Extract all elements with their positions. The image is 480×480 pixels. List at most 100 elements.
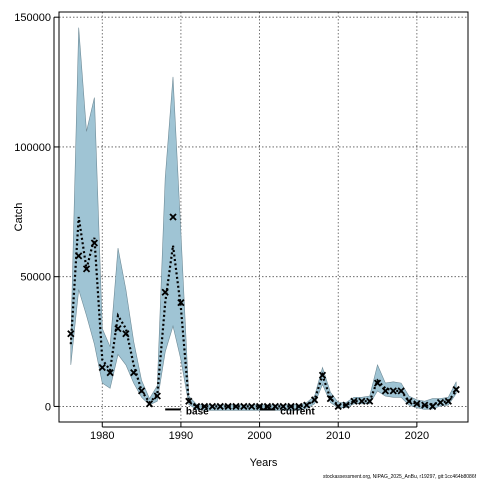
x-tick-label: 2020 — [405, 430, 429, 442]
observed-point-stroke — [90, 239, 99, 247]
observed-point-stroke — [177, 298, 185, 307]
observed-point-stroke — [389, 387, 397, 395]
observed-point — [287, 402, 295, 411]
x-tick-label: 1990 — [169, 430, 193, 442]
observed-point — [177, 298, 185, 307]
observed-point — [137, 387, 146, 395]
uncertainty-band — [70, 27, 457, 411]
observed-point — [208, 402, 217, 411]
observed-point — [232, 402, 240, 411]
y-tick-label: 50000 — [20, 272, 51, 284]
observed-point — [106, 369, 114, 377]
observed-point-stroke — [224, 402, 232, 411]
observed-point — [145, 400, 154, 408]
observed-point — [224, 402, 232, 411]
observed-markers — [67, 213, 460, 411]
x-tick-label: 1980 — [90, 430, 114, 442]
observed-point-stroke — [358, 397, 366, 405]
observed-point — [397, 387, 405, 395]
observed-point — [358, 397, 366, 405]
observed-point-stroke — [232, 402, 240, 411]
observed-point — [428, 402, 437, 411]
observed-point-stroke — [303, 401, 311, 409]
x-axis: 1980 1990 2000 2010 2020 — [90, 422, 429, 442]
x-tick-label: 2010 — [326, 430, 350, 442]
observed-point-stroke — [153, 392, 161, 400]
observed-point-stroke — [185, 397, 193, 405]
observed-point-stroke — [255, 402, 264, 411]
observed-point — [279, 402, 287, 411]
observed-point — [200, 402, 209, 411]
observed-point-stroke — [413, 400, 421, 408]
observed-point — [169, 213, 177, 221]
observed-point — [98, 363, 106, 372]
observed-point-stroke — [193, 402, 201, 411]
observed-point-stroke — [342, 401, 350, 409]
observed-point-stroke — [169, 213, 177, 221]
observed-point-stroke — [295, 402, 303, 411]
observed-point-stroke — [452, 385, 460, 394]
observed-point-stroke — [279, 402, 287, 411]
observed-point — [342, 401, 350, 409]
observed-point-stroke — [137, 387, 146, 395]
observed-point-stroke — [208, 402, 217, 411]
observed-point — [130, 369, 138, 377]
observed-point — [413, 400, 421, 408]
observed-point-stroke — [350, 397, 358, 405]
observed-point — [248, 402, 256, 411]
observed-point — [114, 324, 122, 333]
observed-point-stroke — [444, 397, 452, 405]
observed-point-stroke — [428, 402, 437, 411]
observed-point-stroke — [318, 371, 327, 379]
observed-point-stroke — [122, 330, 130, 338]
observed-point-stroke — [200, 402, 209, 411]
observed-point-stroke — [334, 402, 342, 411]
observed-point-stroke — [98, 363, 106, 372]
observed-point-stroke — [240, 402, 248, 411]
observed-point — [295, 402, 303, 411]
observed-point-stroke — [67, 330, 75, 338]
observed-point — [122, 330, 130, 338]
observed-point — [334, 402, 342, 411]
observed-point-stroke — [405, 397, 413, 405]
observed-point-stroke — [381, 387, 390, 395]
observed-point-stroke — [373, 379, 382, 387]
source-text: stockassessment.org, NIPAG_2025_AnBu, r1… — [323, 474, 477, 480]
x-tick-label: 2000 — [247, 430, 271, 442]
observed-point — [67, 330, 75, 338]
observed-point-stroke — [82, 265, 91, 273]
period-markers: base current — [165, 406, 315, 417]
observed-point — [444, 397, 452, 405]
observed-point — [240, 402, 248, 411]
x-axis-label: Years — [250, 457, 278, 469]
observed-point — [310, 396, 319, 404]
observed-point — [436, 398, 445, 407]
observed-point — [185, 397, 193, 405]
observed-point-stroke — [130, 369, 138, 377]
observed-point — [350, 397, 358, 405]
observed-point — [366, 397, 374, 405]
confidence-band — [70, 27, 457, 411]
observed-point-stroke — [397, 387, 405, 395]
observed-point — [153, 392, 161, 400]
observed-point-stroke — [436, 398, 445, 407]
observed-point-stroke — [106, 369, 114, 377]
observed-point-stroke — [248, 402, 256, 411]
plot-frame — [58, 11, 469, 423]
y-tick-label: 100000 — [14, 142, 51, 154]
observed-point-stroke — [366, 397, 374, 405]
y-axis: 0 50000 100000 150000 — [14, 12, 59, 413]
observed-point — [90, 239, 99, 247]
observed-point-stroke — [287, 402, 295, 411]
period-label-base: base — [186, 406, 209, 417]
observed-point — [216, 402, 224, 411]
observed-point-stroke — [145, 400, 154, 408]
observed-point — [303, 401, 311, 409]
observed-point — [193, 402, 201, 411]
observed-point — [405, 397, 413, 405]
observed-point-stroke — [216, 402, 224, 411]
observed-point — [75, 252, 83, 260]
observed-point-stroke — [114, 324, 122, 333]
observed-point-stroke — [310, 396, 319, 404]
